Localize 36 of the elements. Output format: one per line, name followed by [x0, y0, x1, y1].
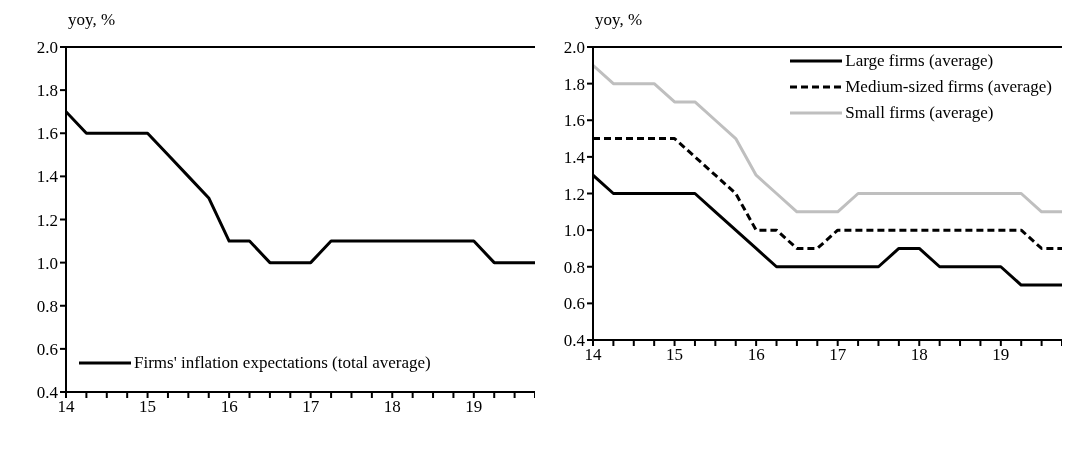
x-tick-label: 15 [139, 397, 157, 417]
x-tick-label: 14 [57, 397, 75, 417]
legend-label: Medium-sized firms (average) [845, 76, 1052, 98]
x-tick-label: 17 [829, 345, 847, 365]
y-tick-label: 1.6 [563, 111, 585, 131]
y-tick-label: 0.4 [36, 383, 59, 403]
x-tick-label: 15 [666, 345, 684, 365]
x-tick-label: 16 [747, 345, 765, 365]
y-tick-label: 1.4 [563, 147, 586, 167]
x-tick-label: 18 [383, 397, 401, 417]
y-axis-title: yoy, % [68, 10, 116, 30]
y-tick-label: 0.4 [563, 331, 586, 351]
x-tick-label: 14 [584, 345, 602, 365]
x-tick-label: 19 [992, 345, 1010, 365]
y-tick-label: 1.4 [36, 167, 59, 187]
y-tick-label: 0.8 [563, 257, 585, 277]
y-tick-label: 1.0 [563, 221, 585, 241]
x-tick-label: 17 [302, 397, 320, 417]
y-tick-label: 0.6 [563, 294, 585, 314]
x-tick-label: 18 [910, 345, 928, 365]
y-tick-label: 0.8 [36, 296, 58, 316]
y-tick-label: 0.6 [36, 339, 58, 359]
legend-label: Large firms (average) [845, 50, 994, 72]
legend-label: Small firms (average) [845, 102, 994, 124]
y-tick-label: 1.6 [36, 124, 58, 144]
y-tick-label: 1.2 [563, 184, 585, 204]
y-tick-label: 1.8 [36, 81, 58, 101]
y-tick-label: 1.0 [36, 253, 58, 273]
y-tick-label: 2.0 [36, 38, 58, 58]
y-tick-label: 2.0 [563, 38, 585, 58]
x-tick-label: 19 [465, 397, 483, 417]
y-tick-label: 1.8 [563, 74, 585, 94]
legend-label: Firms' inflation expectations (total average) [134, 352, 431, 374]
y-tick-label: 1.2 [36, 210, 58, 230]
y-axis-title: yoy, % [595, 10, 643, 30]
x-tick-label: 16 [220, 397, 238, 417]
